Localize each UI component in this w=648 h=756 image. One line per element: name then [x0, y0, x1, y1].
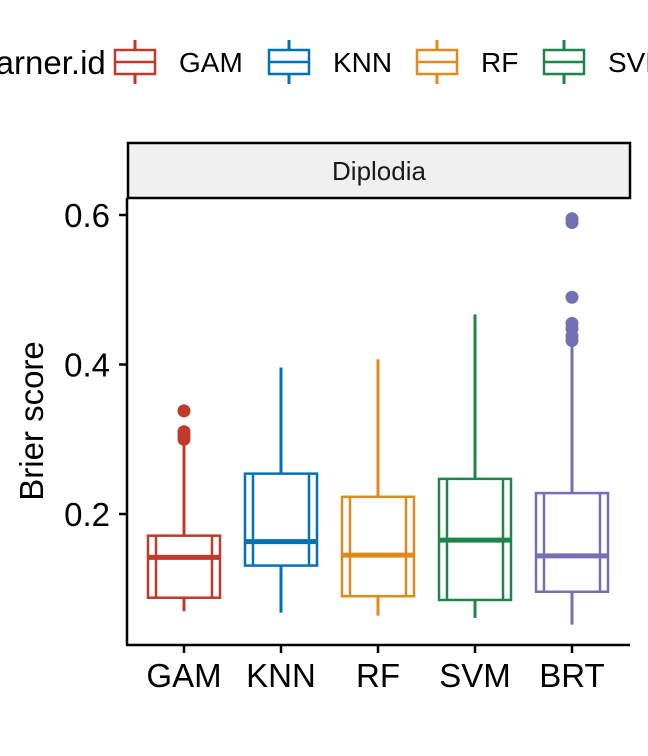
- y-tick-label: 0.4: [64, 347, 110, 384]
- y-axis-ticks: 0.2 0.4 0.6: [64, 197, 127, 533]
- outlier-point: [177, 404, 191, 418]
- legend: learner.id GAM KNN RF SVM: [0, 40, 648, 84]
- x-tick-label: BRT: [539, 657, 604, 694]
- outlier-point: [565, 290, 579, 304]
- facet-strip: Diplodia: [126, 141, 632, 200]
- x-tick-label: RF: [356, 657, 400, 694]
- legend-item-svm: SVM: [542, 40, 648, 84]
- outlier-point: [177, 425, 191, 439]
- box-body: [146, 534, 222, 599]
- box-gam: [146, 404, 222, 612]
- y-axis-title: Brier score: [13, 341, 50, 501]
- box-body: [243, 472, 319, 567]
- facet-label: Diplodia: [332, 156, 426, 186]
- legend-title: learner.id: [0, 44, 106, 81]
- box-knn: [243, 367, 319, 613]
- legend-item-rf: RF: [415, 40, 518, 84]
- legend-label: RF: [481, 47, 518, 78]
- boxes: [146, 212, 610, 625]
- outlier-point: [565, 316, 579, 330]
- legend-label: KNN: [333, 47, 392, 78]
- outlier-point: [565, 212, 579, 226]
- legend-label: GAM: [179, 47, 243, 78]
- x-tick-label: SVM: [439, 657, 511, 694]
- box-svm: [437, 314, 513, 618]
- box-rf: [340, 359, 416, 616]
- legend-label: SVM: [608, 47, 648, 78]
- x-tick-label: GAM: [146, 657, 221, 694]
- box-brt: [534, 212, 610, 625]
- box-body: [534, 491, 610, 593]
- x-axis-ticks: GAM KNN RF SVM BRT: [146, 645, 605, 694]
- facet-strip-background: [126, 141, 632, 200]
- legend-item-gam: GAM: [113, 40, 243, 84]
- box-body: [340, 495, 416, 598]
- x-tick-label: KNN: [246, 657, 316, 694]
- y-tick-label: 0.2: [64, 496, 110, 533]
- legend-item-knn: KNN: [267, 40, 392, 84]
- y-tick-label: 0.6: [64, 197, 110, 234]
